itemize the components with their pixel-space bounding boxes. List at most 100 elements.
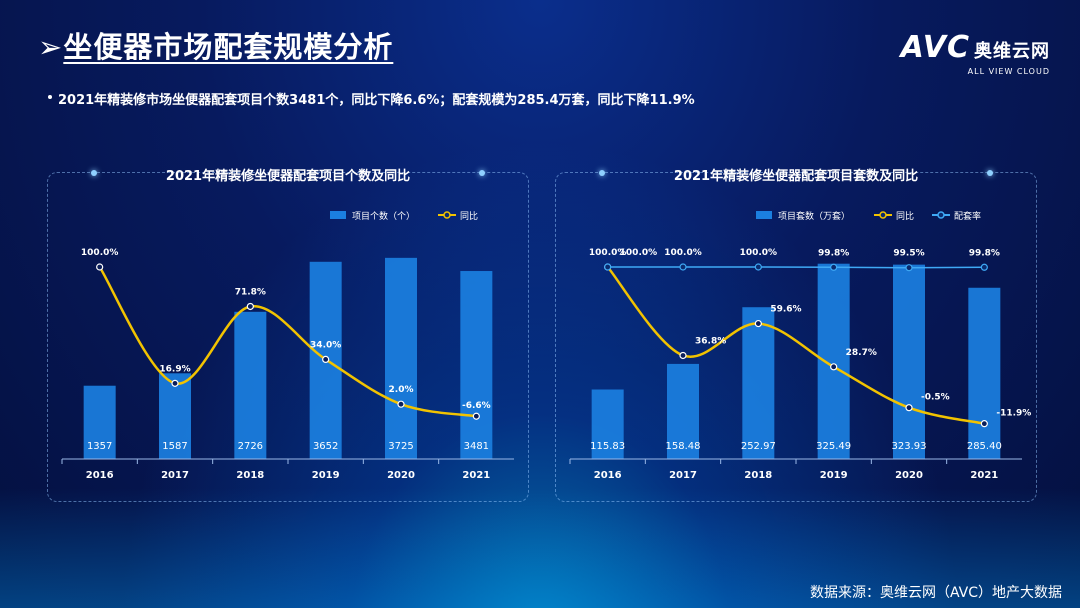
panel-dot-icon (599, 170, 605, 176)
bar (893, 264, 925, 459)
bar-value-label: 2726 (238, 441, 263, 452)
line-point (604, 263, 612, 271)
panel-dot-icon (479, 170, 485, 176)
line-value-label: 59.6% (770, 305, 801, 315)
bar (385, 257, 417, 459)
bar (591, 389, 624, 459)
bar (83, 385, 116, 459)
line-point (679, 351, 687, 360)
chart-legend: 项目个数（个） 同比 (330, 210, 478, 222)
bar-value-label: 1357 (87, 441, 112, 452)
bar-value-label: 158.48 (666, 441, 701, 452)
x-tick-label: 2018 (236, 470, 264, 481)
line-point (754, 319, 762, 328)
page-title-text: 坐便器市场配套规模分析 (63, 30, 394, 64)
x-tick-label: 2017 (161, 470, 189, 481)
line-point (96, 263, 104, 271)
logo-tagline: ALL VIEW CLOUD (967, 67, 1050, 76)
rate-line (607, 266, 985, 269)
chart-panel-sets: 2021年精装修坐便器配套项目套数及同比 项目套数（万套） 同比 配套率 115.83… (555, 169, 1037, 502)
bar-value-label: 325.49 (816, 441, 851, 452)
line-point (980, 263, 988, 271)
line-value-label: 99.5% (893, 249, 924, 259)
bar (817, 263, 850, 459)
legend-marker (879, 211, 887, 219)
line-value-label: 100.0% (664, 248, 702, 258)
source-note: 数据来源：奥维云网（AVC）地产大数据 (809, 585, 1062, 601)
line-point (830, 263, 838, 271)
legend-label: 项目个数（个） (352, 210, 415, 222)
line-value-label: -0.5% (921, 393, 950, 403)
bar (159, 373, 191, 459)
x-tick-label: 2016 (86, 470, 114, 481)
line-value-label: 36.8% (695, 336, 726, 346)
yoy-line (98, 266, 477, 418)
chart-title: 2021年精装修坐便器配套项目个数及同比 (165, 169, 411, 184)
line-point (322, 355, 330, 363)
chart-panel-projects: 2021年精装修坐便器配套项目个数及同比 项目个数（个） 同比 1357 1587 27… (47, 169, 529, 502)
legend-label: 配套率 (954, 210, 981, 222)
chart-title: 2021年精装修坐便器配套项目套数及同比 (673, 169, 919, 184)
page-title: ➢坐便器市场配套规模分析 (38, 24, 393, 66)
logo-text: AVC (900, 30, 970, 65)
x-tick-label: 2020 (895, 470, 923, 481)
bar-value-label: 3652 (313, 441, 338, 452)
line-value-label: 71.8% (235, 287, 266, 297)
chart-legend: 项目套数（万套） 同比 配套率 (756, 210, 981, 222)
bullet-dot-icon (48, 95, 52, 99)
line-point (905, 404, 913, 412)
panel-dot-icon (987, 170, 993, 176)
line-value-label: 100.0% (740, 248, 778, 258)
bar-value-label: 1587 (162, 441, 187, 452)
x-tick-label: 2020 (387, 470, 415, 481)
bar-value-label: 115.83 (590, 441, 625, 452)
line-value-label: 100.0% (81, 248, 119, 258)
line-value-label: 100.0% (589, 248, 627, 258)
chart-sets: 项目套数（万套） 同比 配套率 115.83 158.48 252.97 325.49 323… (569, 210, 1031, 481)
line-point (679, 263, 687, 271)
bar (742, 307, 775, 459)
chart-projects: 项目个数（个） 同比 1357 1587 2726 3652 3725 3481 2016 201… (61, 210, 514, 481)
logo-cn: 奥维云网 (974, 41, 1050, 62)
legend-label: 同比 (460, 210, 478, 222)
line-value-label: 16.9% (159, 364, 190, 374)
line-point (830, 363, 838, 371)
bar-value-label: 252.97 (741, 441, 776, 452)
logo-mark: AVC 奥维云网 (901, 30, 1050, 65)
panel-dot-icon (91, 170, 97, 176)
bar-value-label: 285.40 (967, 441, 1002, 452)
title-arrow-icon: ➢ (38, 30, 64, 64)
line-point (171, 379, 179, 387)
line-value-label: -6.6% (462, 401, 491, 411)
legend-marker (443, 211, 451, 219)
line-point (246, 302, 254, 311)
line-point (754, 263, 762, 271)
line-value-label: 100.0% (620, 248, 658, 258)
x-tick-label: 2019 (312, 470, 340, 481)
legend-swatch-bar (756, 211, 772, 219)
x-tick-label: 2021 (462, 470, 490, 481)
legend-label: 同比 (896, 210, 914, 222)
bar (234, 311, 267, 459)
bar-value-label: 3725 (388, 441, 413, 452)
bar (667, 363, 699, 459)
line-point (980, 420, 988, 428)
line-value-label: 34.0% (310, 340, 341, 350)
line-point (905, 264, 913, 272)
bar (460, 271, 493, 459)
legend-marker (937, 211, 945, 219)
summary-bullet: 2021年精装修市场坐便器配套项目个数3481个，同比下降6.6%；配套规模为2… (48, 89, 695, 108)
x-tick-label: 2016 (594, 470, 622, 481)
bar-value-label: 3481 (464, 441, 489, 452)
city-skyline-background (0, 488, 1080, 608)
x-tick-label: 2017 (669, 470, 697, 481)
line-point (397, 400, 405, 408)
x-tick-label: 2021 (970, 470, 998, 481)
brand-logo: AVC 奥维云网 ALL VIEW CLOUD (901, 30, 1050, 76)
line-value-label: 28.7% (846, 348, 877, 358)
line-value-label: -11.9% (996, 409, 1031, 419)
legend-swatch-bar (330, 211, 346, 219)
x-tick-label: 2019 (820, 470, 848, 481)
legend-label: 项目套数（万套） (778, 210, 850, 222)
line-value-label: 99.8% (969, 248, 1000, 258)
